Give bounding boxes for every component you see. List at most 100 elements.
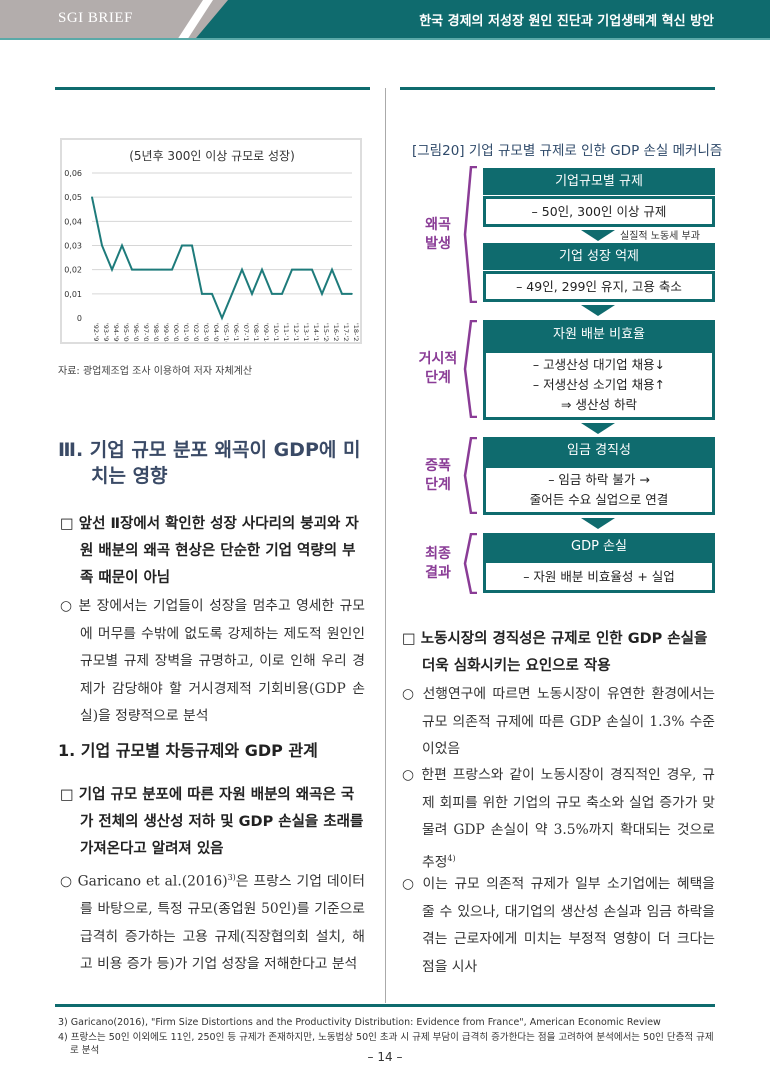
- box-body: – 49인, 299인 유지, 고용 축소: [483, 271, 715, 302]
- stage-label-line: 증폭: [425, 457, 451, 474]
- x-tick-label: '14-'19: [312, 323, 320, 342]
- key-point: □ 기업 규모 분포에 따른 자원 배분의 왜곡은 국가 전체의 생산성 저하 …: [60, 787, 364, 857]
- y-tick-label: 0,02: [64, 266, 82, 275]
- y-tick-label: 0,01: [64, 290, 82, 299]
- box-content: – 고생산성 대기업 채용↓ – 저생산성 소기업 채용↑ ⇒ 생산성 하락: [486, 353, 712, 417]
- x-tick-label: '13-'18: [302, 323, 310, 342]
- box-line: – 고생산성 대기업 채용↓: [532, 357, 666, 372]
- x-tick-label: '05-'10: [222, 323, 230, 342]
- y-tick-label: 0,03: [64, 242, 82, 251]
- box-line: – 저생산성 소기업 채용↑: [532, 377, 666, 392]
- stage-label-line: 거시적: [418, 351, 458, 367]
- data-point: [191, 244, 193, 247]
- data-point: [251, 293, 253, 295]
- paragraph: ○ 한편 프랑스와 같이 노동시장이 경직적인 경우, 규제 회피를 위한 기업…: [402, 762, 715, 877]
- data-point: [211, 293, 213, 295]
- box-content: – 임금 하락 불가 → 줄어든 수요 실업으로 연결: [486, 468, 712, 512]
- data-point: [311, 268, 313, 271]
- x-tick-label: '98-'03: [152, 323, 160, 342]
- key-point: □ 앞선 Ⅱ장에서 확인한 성장 사다리의 붕괴와 자원 배분의 왜곡 현상은 …: [60, 516, 359, 586]
- footnote-ref[interactable]: 3): [227, 873, 236, 882]
- x-tick-label: '01-'06: [182, 323, 190, 342]
- stage-label-line: 단계: [425, 370, 451, 386]
- x-tick-label: '04-'09: [212, 323, 220, 342]
- data-point: [261, 268, 263, 271]
- footnote-4: 4) 프랑스는 50인 이외에도 11인, 250인 등 규제가 존재하지만, …: [58, 1032, 714, 1056]
- x-tick-label: '07-'12: [242, 323, 250, 342]
- left-column-rule: [55, 87, 370, 90]
- bracket-icon: [463, 165, 483, 304]
- page-number: – 14 –: [367, 1050, 403, 1064]
- box-line: – 50인, 300인 이상 규제: [531, 203, 667, 219]
- x-tick-label: '12-'17: [292, 323, 300, 342]
- stage-label-line: 최종: [425, 545, 451, 562]
- data-point: [161, 268, 163, 271]
- x-tick-label: '00-'05: [172, 323, 180, 342]
- stage-label-line: 단계: [425, 476, 451, 493]
- box-heading: 기업 성장 억제: [483, 243, 715, 270]
- down-arrow-icon: [581, 423, 615, 434]
- x-tick-label: '18-'23: [352, 323, 360, 342]
- data-point: [271, 293, 273, 295]
- stage-label-line: 왜곡: [425, 216, 451, 233]
- box-content: – 자원 배분 비효율성 + 실업: [486, 563, 712, 590]
- bracket-icon: [463, 436, 483, 515]
- box-line: – 자원 배분 비효율성 + 실업: [523, 568, 675, 584]
- box-heading: 자원 배분 비효율: [483, 320, 715, 350]
- footnote-ref[interactable]: 4): [447, 853, 456, 863]
- data-point: [321, 293, 323, 295]
- paragraph: ○ 본 장에서는 기업들이 성장을 멈추고 영세한 규모에 머무를 수밖에 없도…: [60, 598, 365, 724]
- box-heading: 기업규모별 규제: [483, 168, 715, 195]
- x-tick-label: '02-'07: [192, 323, 200, 342]
- data-point: [221, 317, 223, 319]
- box-body: – 50인, 300인 이상 규제: [483, 196, 715, 227]
- citation-text: ○ Garicano et al.(2016): [60, 873, 228, 890]
- data-point: [131, 268, 133, 271]
- x-tick-label: '03-'08: [202, 323, 210, 342]
- data-point: [341, 293, 343, 295]
- paragraph-text: ○ 한편 프랑스와 같이 노동시장이 경직적인 경우, 규제 회피를 위한 기업…: [402, 767, 715, 871]
- x-tick-label: '93-'98: [102, 323, 110, 342]
- subsection-title: 1. 기업 규모별 차등규제와 GDP 관계: [58, 741, 318, 760]
- x-tick-label: '95-'00: [122, 323, 130, 342]
- key-point: □ 노동시장의 경직성은 규제로 인한 GDP 손실을 더욱 심화시키는 요인으…: [402, 631, 708, 674]
- y-tick-label: 0: [77, 314, 82, 323]
- data-point: [111, 268, 113, 271]
- x-tick-label: '11-'16: [282, 323, 290, 342]
- box-body: – 고생산성 대기업 채용↓ – 저생산성 소기업 채용↑ ⇒ 생산성 하락: [483, 350, 715, 420]
- data-point: [151, 268, 153, 271]
- y-tick-label: 0,04: [64, 217, 82, 226]
- stage-label: 왜곡 발생: [413, 216, 463, 254]
- box-body: – 자원 배분 비효율성 + 실업: [483, 560, 715, 593]
- data-point: [331, 268, 333, 271]
- box-body: – 임금 하락 불가 → 줄어든 수요 실업으로 연결: [483, 465, 715, 515]
- data-point: [121, 244, 123, 247]
- y-tick-label: 0,05: [64, 193, 82, 202]
- data-point: [301, 268, 303, 271]
- column-divider: [385, 88, 386, 1003]
- down-arrow-icon: [581, 305, 615, 316]
- box-content: – 49인, 299인 유지, 고용 축소: [486, 274, 712, 299]
- box-heading: 임금 경직성: [483, 437, 715, 465]
- data-point: [91, 196, 93, 198]
- data-point: [241, 268, 243, 271]
- data-point: [201, 293, 203, 295]
- x-tick-label: '17-'22: [342, 323, 350, 342]
- x-tick-label: '94-'99: [112, 323, 120, 342]
- paragraph: ○ 선행연구에 따르면 노동시장이 유연한 환경에서는 규모 의존적 규제에 따…: [402, 686, 715, 757]
- figure-title: [그림20] 기업 규모별 규제로 인한 GDP 손실 메커니즘: [412, 143, 723, 159]
- paragraph: ○ 이는 규모 의존적 규제가 일부 소기업에는 혜택을 줄 수 있으나, 대기…: [402, 876, 715, 975]
- box-heading: GDP 손실: [483, 533, 715, 560]
- x-tick-label: '92-'97: [92, 323, 100, 342]
- document-title: 한국 경제의 저성장 원인 진단과 기업생태계 혁신 방안: [419, 14, 714, 29]
- right-column-rule: [400, 87, 715, 90]
- stage-label-line: 결과: [425, 564, 451, 581]
- down-arrow-icon: [581, 518, 615, 529]
- x-tick-label: '96-'01: [132, 323, 140, 342]
- x-tick-label: '99-'04: [162, 323, 170, 342]
- footnote-rule: [55, 1004, 715, 1007]
- box-line: ⇒ 생산성 하락: [561, 397, 637, 412]
- x-tick-label: '16-'21: [332, 323, 340, 342]
